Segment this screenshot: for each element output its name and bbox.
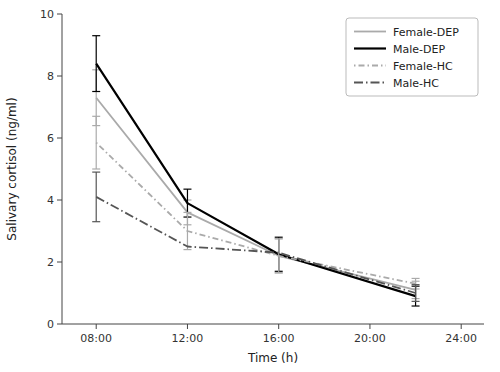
y-tick-label: 4 — [47, 194, 54, 207]
legend-label: Male-HC — [393, 77, 439, 90]
legend-swatch — [354, 65, 386, 67]
x-tick — [278, 324, 279, 329]
error-bar — [92, 116, 100, 169]
x-tick-label: 20:00 — [354, 332, 386, 345]
legend-label: Male-DEP — [393, 43, 445, 56]
y-tick — [57, 14, 62, 15]
chart: 08:00 12:00 16:00 20:00 24:00 0 2 4 6 8 10 Time (h)… — [0, 0, 500, 372]
legend-label: Female-DEP — [393, 26, 459, 39]
x-axis-line — [62, 324, 484, 325]
x-tick-label: 12:00 — [172, 332, 204, 345]
y-tick — [57, 324, 62, 325]
error-bar — [92, 36, 100, 92]
error-bar — [92, 172, 100, 222]
y-tick — [57, 76, 62, 77]
y-tick-label: 0 — [47, 318, 54, 331]
y-tick — [57, 138, 62, 139]
legend-swatch — [354, 82, 386, 84]
y-tick-label: 8 — [47, 70, 54, 83]
y-tick-label: 10 — [40, 8, 54, 21]
error-bar — [412, 285, 420, 302]
error-bar — [275, 239, 283, 273]
x-tick-label: 24:00 — [445, 332, 477, 345]
y-tick — [57, 262, 62, 263]
x-tick — [369, 324, 370, 329]
y-tick-label: 2 — [47, 256, 54, 269]
series-line — [96, 143, 415, 284]
y-axis-line — [62, 14, 63, 324]
error-bar — [183, 189, 191, 217]
legend-label: Female-HC — [393, 60, 453, 73]
x-tick — [96, 324, 97, 329]
x-tick-label: 16:00 — [263, 332, 295, 345]
legend: Female-DEP Male-DEP Female-HC Male-HC — [346, 18, 478, 96]
axes: 08:00 12:00 16:00 20:00 24:00 0 2 4 6 8 10 — [40, 8, 484, 345]
series-line — [96, 98, 415, 290]
x-tick — [187, 324, 188, 329]
legend-box — [346, 18, 478, 96]
y-tick — [57, 200, 62, 201]
y-tick-label: 6 — [47, 132, 54, 145]
chart-container: 08:00 12:00 16:00 20:00 24:00 0 2 4 6 8 10 Time (h)… — [0, 0, 500, 372]
series-line — [96, 64, 415, 297]
x-tick-label: 08:00 — [80, 332, 112, 345]
series-line — [96, 197, 415, 293]
legend-swatch — [354, 31, 386, 33]
x-tick — [461, 324, 462, 329]
x-axis-label: Time (h) — [247, 351, 298, 365]
legend-swatch — [354, 47, 386, 49]
y-axis-label: Salivary cortisol (ng/ml) — [5, 97, 19, 240]
